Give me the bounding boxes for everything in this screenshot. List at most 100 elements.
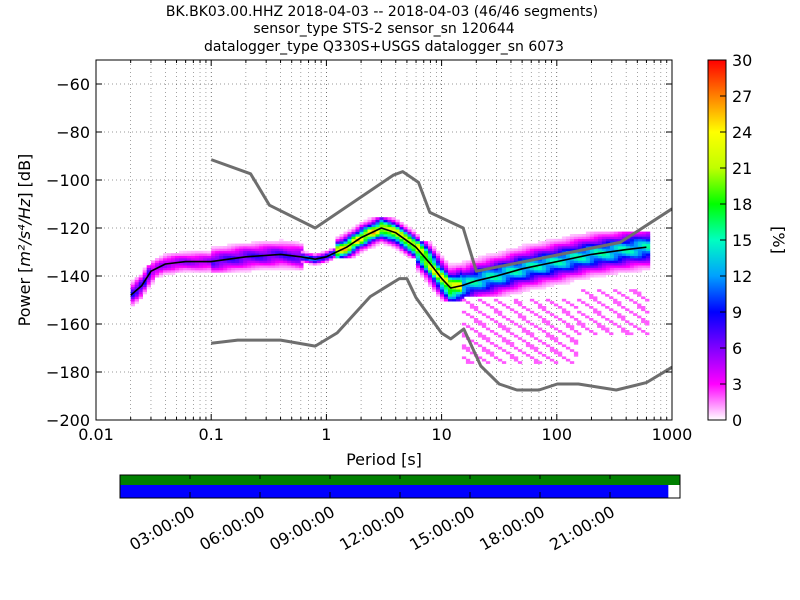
- heatmap-cell: [456, 267, 461, 271]
- heatmap-cell: [424, 272, 429, 276]
- heatmap-cell: [605, 253, 611, 256]
- heatmap-cell: [295, 241, 300, 244]
- heatmap-cell: [609, 234, 615, 237]
- heatmap-cell: [440, 262, 445, 266]
- heatmap-cell: [452, 272, 457, 276]
- heatmap-cell: [295, 258, 300, 261]
- heatmap-cell: [452, 279, 457, 283]
- heatmap-cell: [171, 260, 176, 264]
- heatmap-cell: [625, 296, 630, 300]
- heatmap-cell: [621, 231, 627, 235]
- heatmap-cell: [291, 250, 296, 254]
- heatmap-cell: [424, 270, 429, 273]
- heatmap-cell: [629, 241, 635, 244]
- heatmap-cell: [379, 234, 384, 237]
- heatmap-cell: [371, 219, 376, 223]
- heatmap-cell: [367, 222, 372, 225]
- heatmap-cell: [195, 262, 200, 266]
- heatmap-cell: [391, 243, 396, 247]
- heatmap-cell: [601, 258, 607, 261]
- heatmap-cell: [629, 298, 634, 302]
- heatmap-cell: [521, 330, 527, 333]
- heatmap-cell: [601, 315, 606, 319]
- heatmap-cell: [411, 234, 416, 237]
- heatmap-cell: [436, 253, 441, 256]
- heatmap-cell: [645, 238, 651, 242]
- heatmap-cell: [645, 258, 651, 261]
- heatmap-cell: [448, 265, 453, 268]
- heatmap-cell: [513, 267, 519, 271]
- heatmap-cell: [477, 284, 483, 288]
- heatmap-cell: [501, 315, 507, 319]
- heatmap-cell: [473, 308, 479, 312]
- heatmap-cell: [613, 265, 619, 268]
- heatmap-cell: [645, 322, 650, 326]
- heatmap-cell: [481, 337, 487, 340]
- heatmap-cell: [436, 270, 441, 273]
- heatmap-cell: [489, 253, 495, 256]
- heatmap-cell: [407, 248, 412, 252]
- heatmap-cell: [621, 258, 627, 261]
- heatmap-cell: [291, 255, 296, 259]
- heatmap-cell: [533, 346, 539, 350]
- heatmap-cell: [537, 351, 543, 355]
- heatmap-cell: [485, 327, 491, 331]
- heatmap-cell: [151, 272, 156, 276]
- heatmap-cell: [541, 284, 547, 288]
- heatmap-cell: [239, 246, 244, 249]
- heatmap-cell: [363, 236, 368, 240]
- heatmap-cell: [573, 354, 579, 357]
- heatmap-cell: [505, 284, 511, 288]
- heatmap-cell: [452, 274, 457, 278]
- heatmap-cell: [557, 241, 563, 244]
- heatmap-cell: [403, 243, 408, 247]
- heatmap-cell: [533, 277, 539, 280]
- heatmap-cell: [175, 270, 180, 273]
- heatmap-cell: [629, 289, 634, 292]
- heatmap-cell: [291, 248, 296, 252]
- heatmap-cell: [617, 238, 623, 242]
- heatmap-cell: [585, 262, 591, 266]
- timeline-tick-label: 15:00:00: [406, 502, 478, 554]
- heatmap-cell: [629, 267, 635, 271]
- heatmap-cell: [569, 238, 575, 242]
- heatmap-cell: [363, 238, 368, 242]
- heatmap-cell: [597, 231, 603, 235]
- heatmap-cell: [469, 303, 475, 307]
- heatmap-cell: [541, 250, 547, 254]
- heatmap-cell: [485, 272, 491, 276]
- heatmap-cell: [469, 286, 475, 290]
- heatmap-cell: [533, 301, 539, 304]
- heatmap-cell: [195, 250, 200, 254]
- heatmap-cell: [541, 282, 547, 285]
- heatmap-cell: [569, 270, 575, 273]
- heatmap-cell: [391, 217, 396, 220]
- heatmap-cell: [493, 255, 499, 259]
- heatmap-cell: [355, 253, 360, 256]
- heatmap-cell: [545, 332, 551, 336]
- heatmap-cell: [283, 243, 288, 247]
- colorbar-tick-label: 27: [732, 87, 752, 106]
- heatmap-cell: [287, 255, 292, 259]
- heatmap-cell: [581, 262, 587, 266]
- heatmap-cell: [617, 234, 623, 237]
- heatmap-cell: [645, 255, 651, 259]
- heatmap-cell: [227, 255, 232, 259]
- heatmap-cell: [399, 248, 404, 252]
- heatmap-cell: [605, 234, 611, 237]
- heatmap-cell: [505, 250, 511, 254]
- heatmap-cell: [509, 265, 515, 268]
- heatmap-cell: [601, 267, 607, 271]
- heatmap-cell: [367, 226, 372, 230]
- heatmap-cell: [444, 267, 449, 271]
- heatmap-cell: [287, 246, 292, 249]
- heatmap-cell: [577, 241, 583, 244]
- heatmap-cell: [275, 250, 280, 254]
- heatmap-cell: [275, 241, 280, 244]
- heatmap-cell: [553, 246, 559, 249]
- heatmap-cell: [130, 301, 135, 304]
- heatmap-cell: [440, 272, 445, 276]
- heatmap-cell: [505, 248, 511, 252]
- heatmap-cell: [609, 255, 615, 259]
- heatmap-cell: [557, 248, 563, 252]
